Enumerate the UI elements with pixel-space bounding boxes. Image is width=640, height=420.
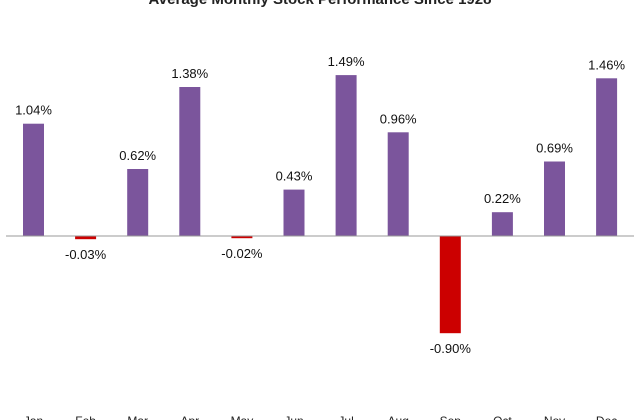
bar-jun	[283, 189, 305, 236]
bar-nov	[544, 161, 565, 236]
x-tick-jan: Jan	[24, 414, 43, 420]
x-tick-feb: Feb	[75, 414, 96, 420]
chart-title: Average Monthly Stock Performance Since …	[0, 0, 640, 8]
x-tick-mar: Mar	[127, 414, 148, 420]
bar-feb	[75, 236, 97, 240]
bar-oct	[491, 212, 513, 236]
data-label-jun: 0.43%	[276, 169, 313, 184]
x-tick-may: May	[231, 414, 254, 420]
data-label-mar: 0.62%	[119, 148, 156, 163]
x-tick-apr: Apr	[180, 414, 199, 420]
x-tick-jun: Jun	[284, 414, 303, 420]
bar-may	[231, 236, 253, 239]
bar-apr	[179, 87, 201, 236]
x-tick-oct: Oct	[493, 414, 512, 420]
data-label-dec: 1.46%	[588, 57, 625, 72]
data-label-apr: 1.38%	[171, 66, 208, 81]
data-label-sep: -0.90%	[430, 341, 472, 356]
data-label-jul: 1.49%	[328, 54, 365, 69]
bar-dec	[596, 78, 618, 236]
bar-aug	[387, 132, 409, 236]
bar-jan	[23, 123, 44, 236]
x-tick-aug: Aug	[388, 414, 409, 420]
data-label-feb: -0.03%	[65, 247, 107, 262]
bar-jul	[335, 75, 357, 236]
data-label-may: -0.02%	[221, 246, 263, 261]
data-label-jan: 1.04%	[15, 103, 52, 118]
x-tick-sep: Sep	[440, 414, 462, 420]
x-tick-nov: Nov	[544, 414, 565, 420]
bar-mar	[127, 169, 149, 236]
x-tick-dec: Dec	[596, 414, 617, 420]
data-label-aug: 0.96%	[380, 111, 417, 126]
data-label-oct: 0.22%	[484, 191, 521, 206]
x-tick-jul: Jul	[338, 414, 353, 420]
data-label-nov: 0.69%	[536, 141, 573, 156]
bar-sep	[439, 236, 461, 334]
